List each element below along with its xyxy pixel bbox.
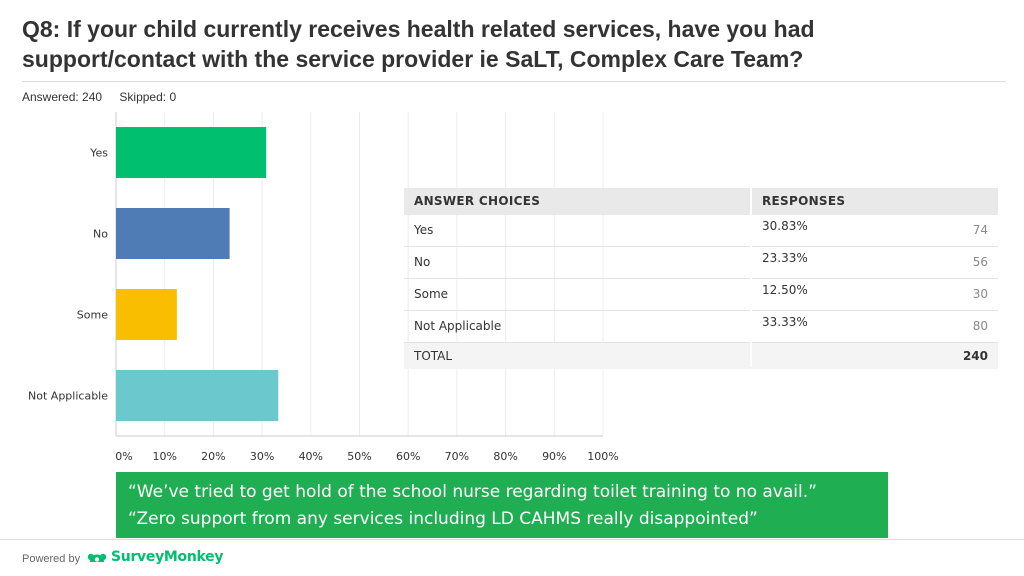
category-label: Some [77,309,108,322]
quote-line-2: “Zero support from any services includin… [128,509,758,529]
x-tick-label: 10% [152,450,176,463]
page-title: Q8: If your child currently receives hea… [22,14,1002,74]
quote-box: “We’ve tried to get hold of the school n… [116,472,888,538]
table-header: ANSWER CHOICES RESPONSES [404,188,998,215]
quote-line-1: “We’ve tried to get hold of the school n… [128,482,817,502]
chart-tick-labels: 0% 10% 20% 30% 40% 50% 60% 70% 80% 90% 100% [115,450,618,463]
title-line-1: Q8: If your child currently receives hea… [22,16,815,42]
x-tick-label: 20% [201,450,225,463]
bar-no [116,208,230,259]
row-count: 74 [972,223,988,237]
chart-category-labels: Yes No Some Not Applicable [28,147,108,403]
total-value: 240 [962,349,988,363]
row-choice: No [414,255,431,269]
row-choice: Some [414,287,449,301]
row-count: 80 [972,319,988,333]
table-row: Some 12.50% 30 [404,279,998,311]
row-choice: Yes [414,223,434,237]
table-total-row: TOTAL 240 [404,343,998,369]
header-answer-choices: ANSWER CHOICES [414,194,541,208]
bar-not-applicable [116,370,279,421]
row-percent: 30.83% [762,219,808,233]
row-percent: 33.33% [762,315,808,329]
x-tick-label: 100% [587,450,618,463]
row-percent: 23.33% [762,251,808,265]
bar-chart: Yes No Some Not Applicable 0% 10% 20% 30% 40% 50… [28,112,619,463]
chart-bars [116,127,279,421]
powered-by-label: Powered by [22,553,81,565]
x-tick-label: 60% [396,450,420,463]
footer-divider [0,539,1024,540]
title-divider [22,81,1006,82]
x-tick-label: 50% [347,450,371,463]
table-column-separator [750,188,752,367]
category-label: Not Applicable [28,390,108,403]
row-count: 30 [972,287,988,301]
category-label: No [93,228,108,241]
bar-some [116,289,177,340]
x-tick-label: 70% [445,450,469,463]
table-row: No 23.33% 56 [404,247,998,279]
response-table: ANSWER CHOICES RESPONSES Yes 30.83% 74 N… [404,188,998,369]
row-count: 56 [972,255,988,269]
x-tick-label: 80% [493,450,517,463]
x-tick-label: 0% [115,450,132,463]
surveymonkey-logo: SurveyMonkey [86,548,223,566]
brand-name: SurveyMonkey [111,549,224,565]
skipped-count: Skipped: 0 [119,90,177,104]
title-line-2: support/contact with the service provide… [22,46,804,72]
header-responses: RESPONSES [762,194,846,208]
row-choice: Not Applicable [414,319,502,333]
surveymonkey-logo-icon [87,553,107,562]
row-percent: 12.50% [762,283,808,297]
x-tick-label: 40% [299,450,323,463]
x-tick-label: 90% [542,450,566,463]
response-stats: Answered: 240 Skipped: 0 [22,90,190,104]
table-row: Yes 30.83% 74 [404,215,998,247]
table-row: Not Applicable 33.33% 80 [404,311,998,343]
x-tick-label: 30% [250,450,274,463]
bar-yes [116,127,267,178]
answered-count: Answered: 240 [22,90,103,104]
category-label: Yes [89,147,108,160]
total-label: TOTAL [414,349,453,363]
